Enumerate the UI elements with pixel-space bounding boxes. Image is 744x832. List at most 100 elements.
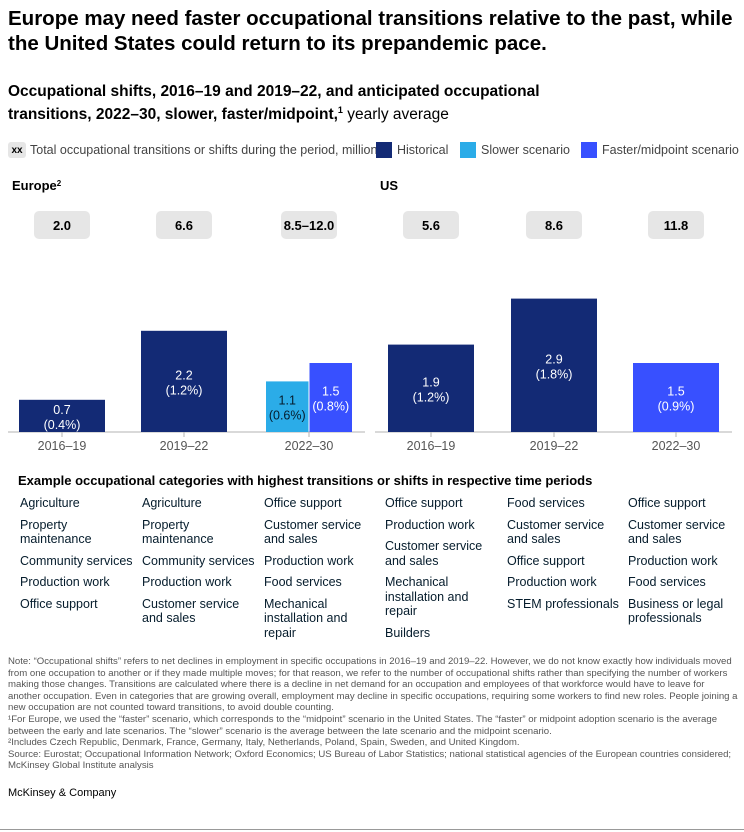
x-tick-label-us-2: 2022–30 xyxy=(652,439,701,453)
x-tick-label-europe-1: 2019–22 xyxy=(160,439,209,453)
x-tick-label-europe-0: 2016–19 xyxy=(38,439,87,453)
bar-value-label-us-1-historical: 2.9 xyxy=(545,352,562,366)
category-item: Customer service and sales xyxy=(507,517,605,547)
bar-us-1-historical xyxy=(511,298,597,432)
category-column-2: Agriculture Property maintenance Community… xyxy=(142,496,260,633)
category-item: Agriculture xyxy=(142,496,202,510)
total-box-us-1 xyxy=(526,211,582,239)
total-box-us-2 xyxy=(648,211,704,239)
notes: Note: “Occupational shifts” refers to ne… xyxy=(8,656,738,772)
bar-chart: Europe22.02016–190.7(0.4%)6.62019–222.2(… xyxy=(8,178,732,453)
x-tick-label-europe-2: 2022–30 xyxy=(285,439,334,453)
category-item: Office support xyxy=(20,596,98,611)
legend-faster-swatch xyxy=(581,142,597,158)
category-item: Production work xyxy=(507,575,597,589)
total-box-us-0 xyxy=(403,211,459,239)
category-column-3: Office support Customer service and sales… xyxy=(264,496,382,647)
total-box-europe-2 xyxy=(281,211,337,239)
category-item: Production work xyxy=(628,553,718,568)
bar-value-label-europe-0-historical: 0.7 xyxy=(53,403,70,417)
category-item: Customer service and sales xyxy=(264,517,362,547)
total-box-europe-1 xyxy=(156,211,212,239)
note-footnote-2: ²Includes Czech Republic, Denmark, Franc… xyxy=(8,737,520,749)
bar-value-label-europe-2-faster: 1.5 xyxy=(322,385,339,399)
bar-share-label-europe-2-faster: (0.8%) xyxy=(312,400,349,414)
category-item: Property maintenance xyxy=(142,517,214,547)
subtitle-light: yearly average xyxy=(342,106,449,124)
category-item: Production work xyxy=(264,553,354,568)
bar-europe-1-historical xyxy=(141,330,227,432)
bar-share-label-europe-2-slower: (0.6%) xyxy=(269,409,306,423)
category-column-6: Office support Customer service and sales… xyxy=(628,496,744,633)
category-item: Production work xyxy=(142,575,232,589)
legend-slower-swatch xyxy=(460,142,476,158)
legend-total-swatch: xx xyxy=(8,142,26,158)
total-label-europe-2: 8.5–12.0 xyxy=(284,218,335,233)
categories-title: Example occupational categories with hig… xyxy=(18,473,593,488)
category-column-5: Food services Customer service and sales O… xyxy=(507,496,625,618)
category-item: Office support xyxy=(628,496,706,510)
brand-logo-text: McKinsey & Company xyxy=(8,787,117,799)
legend-item-faster: Faster/midpoint scenario xyxy=(581,142,739,158)
total-label-us-1: 8.6 xyxy=(545,218,563,233)
category-item: Community services xyxy=(20,553,133,568)
legend-item-historical: Historical xyxy=(376,142,448,158)
legend-item-total: xx Total occupational transitions or shi… xyxy=(8,142,377,158)
note-footnote-1: ¹For Europe, we used the “faster” scenar… xyxy=(8,713,718,737)
category-item: Food services xyxy=(628,575,706,589)
bar-value-label-us-2-faster: 1.5 xyxy=(667,385,684,399)
total-label-us-2: 11.8 xyxy=(664,218,689,233)
category-item: Food services xyxy=(264,575,342,589)
subtitle-bold: Occupational shifts, 2016–19 and 2019–22… xyxy=(8,83,540,124)
panel-title-europe: Europe2 xyxy=(12,178,62,193)
category-item: Builders xyxy=(385,625,431,640)
legend-item-slower: Slower scenario xyxy=(460,142,570,158)
bar-share-label-us-1-historical: (1.8%) xyxy=(536,367,573,381)
category-item: Mechanical installation and repair xyxy=(385,575,469,618)
bar-europe-2-faster xyxy=(309,363,352,432)
legend-total-label: Total occupational transitions or shifts… xyxy=(30,143,378,157)
bar-value-label-europe-1-historical: 2.2 xyxy=(175,368,192,382)
total-box-europe-0 xyxy=(34,211,90,239)
chart-subtitle: Occupational shifts, 2016–19 and 2019–22… xyxy=(8,82,608,124)
legend-faster-label: Faster/midpoint scenario xyxy=(602,143,739,157)
subtitle-footnote-marker: 1 xyxy=(337,105,343,115)
category-item: Production work xyxy=(20,575,110,589)
bar-europe-0-historical xyxy=(19,399,105,432)
category-item: STEM professionals xyxy=(507,596,619,611)
bar-share-label-europe-0-historical: (0.4%) xyxy=(44,418,81,432)
category-item: Production work xyxy=(385,517,475,532)
category-column-4: Office support Production work Customer se… xyxy=(385,496,503,647)
bar-us-2-faster xyxy=(633,363,719,432)
category-item: Office support xyxy=(385,496,463,510)
legend-slower-label: Slower scenario xyxy=(481,143,570,157)
bottom-divider xyxy=(0,829,744,830)
category-item: Community services xyxy=(142,553,255,568)
note-source: Source: Eurostat; Occupational Informati… xyxy=(8,748,732,772)
bar-europe-2-slower xyxy=(266,381,309,432)
chart-title: Europe may need faster occupational tran… xyxy=(8,7,733,55)
legend-historical-label: Historical xyxy=(397,143,449,157)
category-column-1: Agriculture Property maintenance Community… xyxy=(20,496,138,618)
total-label-europe-0: 2.0 xyxy=(53,218,71,233)
category-item: Office support xyxy=(264,496,342,510)
total-label-europe-1: 6.6 xyxy=(175,218,193,233)
note-main: Note: “Occupational shifts” refers to ne… xyxy=(8,656,738,714)
category-item: Customer service and sales xyxy=(628,517,726,547)
category-item: Mechanical installation and repair xyxy=(264,596,348,640)
panel-title-us: US xyxy=(380,178,398,193)
bar-share-label-us-2-faster: (0.9%) xyxy=(658,400,695,414)
total-label-us-0: 5.6 xyxy=(422,218,440,233)
category-item: Office support xyxy=(507,553,585,568)
bar-share-label-us-0-historical: (1.2%) xyxy=(413,390,450,404)
x-tick-label-us-0: 2016–19 xyxy=(407,439,456,453)
x-tick-label-us-1: 2019–22 xyxy=(530,439,579,453)
category-item: Business or legal professionals xyxy=(628,596,724,626)
legend: xx Total occupational transitions or shi… xyxy=(8,142,739,160)
bar-share-label-europe-1-historical: (1.2%) xyxy=(166,383,203,397)
bar-value-label-us-0-historical: 1.9 xyxy=(422,375,439,389)
bar-value-label-europe-2-slower: 1.1 xyxy=(279,394,296,408)
category-item: Customer service and sales xyxy=(385,539,483,568)
category-item: Customer service and sales xyxy=(142,596,240,626)
bar-us-0-historical xyxy=(388,344,474,432)
